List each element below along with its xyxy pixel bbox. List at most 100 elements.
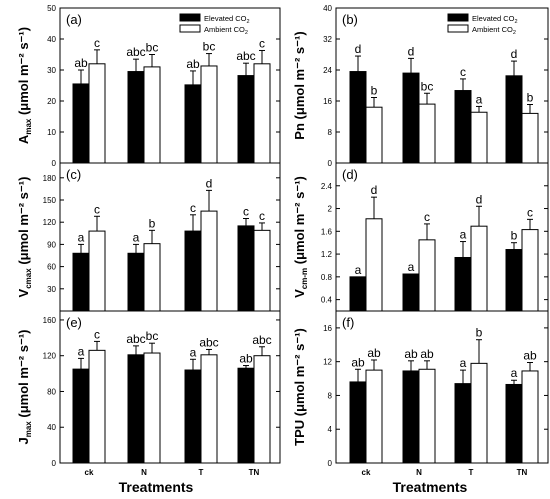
- significance-letter: a: [476, 92, 483, 106]
- bar-ambient-N: [418, 368, 436, 464]
- bar-ambient-T: [200, 210, 218, 312]
- y-axis-label-sub: max: [24, 118, 33, 135]
- y-tick-label: 0: [52, 159, 57, 168]
- significance-letter: abc: [252, 333, 271, 347]
- y-tick-label: 32: [323, 35, 332, 44]
- bar-elevated-ck: [72, 368, 90, 464]
- significance-letter: abc: [236, 49, 255, 63]
- category-label: T: [199, 468, 204, 477]
- significance-letter: a: [190, 345, 197, 359]
- bar-ambient-T: [200, 65, 218, 164]
- bar-elevated-ck: [72, 83, 90, 164]
- significance-letter: ab: [367, 346, 381, 360]
- bar-elevated-ck: [72, 252, 90, 312]
- significance-letter: b: [511, 229, 518, 243]
- bar-elevated-N: [127, 252, 145, 312]
- y-axis-label-main: J: [16, 437, 31, 444]
- y-tick-label: 180: [43, 174, 57, 183]
- y-axis-label-unit: (μmol m⁻² s⁻¹): [292, 31, 307, 123]
- y-tick-label: 60: [47, 263, 56, 272]
- significance-letter: d: [355, 42, 362, 56]
- significance-letter: c: [94, 36, 100, 50]
- bar-ambient-ck: [365, 106, 383, 164]
- bar-elevated-TN: [237, 225, 255, 312]
- y-tick-label: 80: [47, 387, 56, 396]
- bar-elevated-ck: [349, 71, 367, 164]
- bar-elevated-TN: [237, 367, 255, 464]
- bar-ambient-N: [418, 239, 436, 312]
- bar-ambient-TN: [253, 63, 271, 164]
- y-tick-label: 24: [323, 66, 332, 75]
- significance-letter: abc: [126, 45, 145, 59]
- y-tick-label: 50: [47, 4, 56, 13]
- bar-ambient-N: [143, 243, 161, 312]
- significance-letter: b: [476, 326, 483, 340]
- panel-label: (b): [342, 12, 358, 27]
- legend-elevated-subscript: 2: [247, 19, 250, 25]
- y-axis-label: Vcm-m (μmol m⁻² s⁻¹): [292, 176, 309, 298]
- bar-ambient-ck: [88, 63, 106, 164]
- legend-elevated-swatch: [179, 13, 201, 22]
- bar-ambient-ck: [365, 369, 383, 464]
- legend-elevated-label: Elevated CO2: [204, 14, 250, 25]
- bar-elevated-TN: [505, 75, 523, 164]
- y-tick-label: 16: [323, 324, 332, 333]
- bar-ambient-TN: [521, 370, 539, 464]
- legend-ambient-subscript: 2: [513, 30, 516, 36]
- significance-letter: abc: [126, 332, 145, 346]
- bar-ambient-TN: [253, 355, 271, 464]
- y-tick-label: 2.4: [321, 182, 333, 191]
- y-tick-label: 20: [47, 97, 56, 106]
- significance-letter: a: [355, 263, 362, 277]
- panel-d: 0.4 0.8 1.2 1.6 2 2.4 (d) Vcm-m (μmol m⁻² s⁻¹) a…: [292, 162, 549, 312]
- panel-label: (e): [66, 315, 82, 330]
- y-axis-label-sub: cmax: [24, 268, 33, 289]
- significance-letter: a: [408, 260, 415, 274]
- bar-ambient-N: [143, 352, 161, 464]
- significance-letter: c: [460, 65, 466, 79]
- y-tick-label: 90: [47, 240, 56, 249]
- y-tick-label: 16: [323, 97, 332, 106]
- bar-ambient-TN: [253, 229, 271, 312]
- significance-letter: c: [259, 36, 265, 50]
- y-axis-label-sub: max: [24, 421, 33, 438]
- significance-letter: a: [511, 366, 518, 380]
- significance-letter: c: [259, 209, 265, 223]
- y-axis-label: Jmax (μmol m⁻² s⁻¹): [16, 330, 33, 445]
- category-label: T: [469, 468, 474, 477]
- bar-elevated-N: [402, 273, 420, 312]
- significance-letter: a: [460, 356, 467, 370]
- bar-ambient-ck: [88, 349, 106, 464]
- legend-ambient-subscript: 2: [245, 30, 248, 36]
- significance-letter: ab: [351, 355, 365, 369]
- panel-frame: [335, 310, 549, 464]
- bar-elevated-ck: [349, 276, 367, 312]
- bar-elevated-T: [454, 383, 472, 464]
- significance-letter: d: [371, 183, 378, 197]
- y-tick-label: 10: [47, 128, 56, 137]
- significance-letter: c: [527, 205, 533, 219]
- y-axis-label: Vcmax (μmol m⁻² s⁻¹): [16, 177, 33, 298]
- significance-letter: c: [424, 210, 430, 224]
- y-tick-label: 120: [43, 218, 57, 227]
- panel-label: (c): [66, 167, 81, 182]
- significance-letter: bc: [146, 41, 159, 55]
- y-tick-label: 0.8: [321, 273, 333, 282]
- category-label: ck: [362, 468, 371, 477]
- y-tick-label: 40: [47, 423, 56, 432]
- y-tick-label: 0: [52, 459, 57, 468]
- legend-ambient-label: Ambient CO2: [204, 25, 248, 36]
- y-axis-label-main: V: [16, 288, 31, 297]
- bar-elevated-T: [184, 230, 202, 312]
- bar-ambient-ck: [88, 230, 106, 312]
- y-tick-label: 150: [43, 196, 57, 205]
- legend-ambient-text: Ambient CO: [472, 25, 513, 34]
- bar-ambient-TN: [521, 112, 539, 164]
- significance-letter: c: [243, 205, 249, 219]
- y-axis-label-unit: (μmol m⁻² s⁻¹): [16, 330, 31, 422]
- category-label: N: [141, 468, 147, 477]
- significance-letter: ab: [186, 57, 200, 71]
